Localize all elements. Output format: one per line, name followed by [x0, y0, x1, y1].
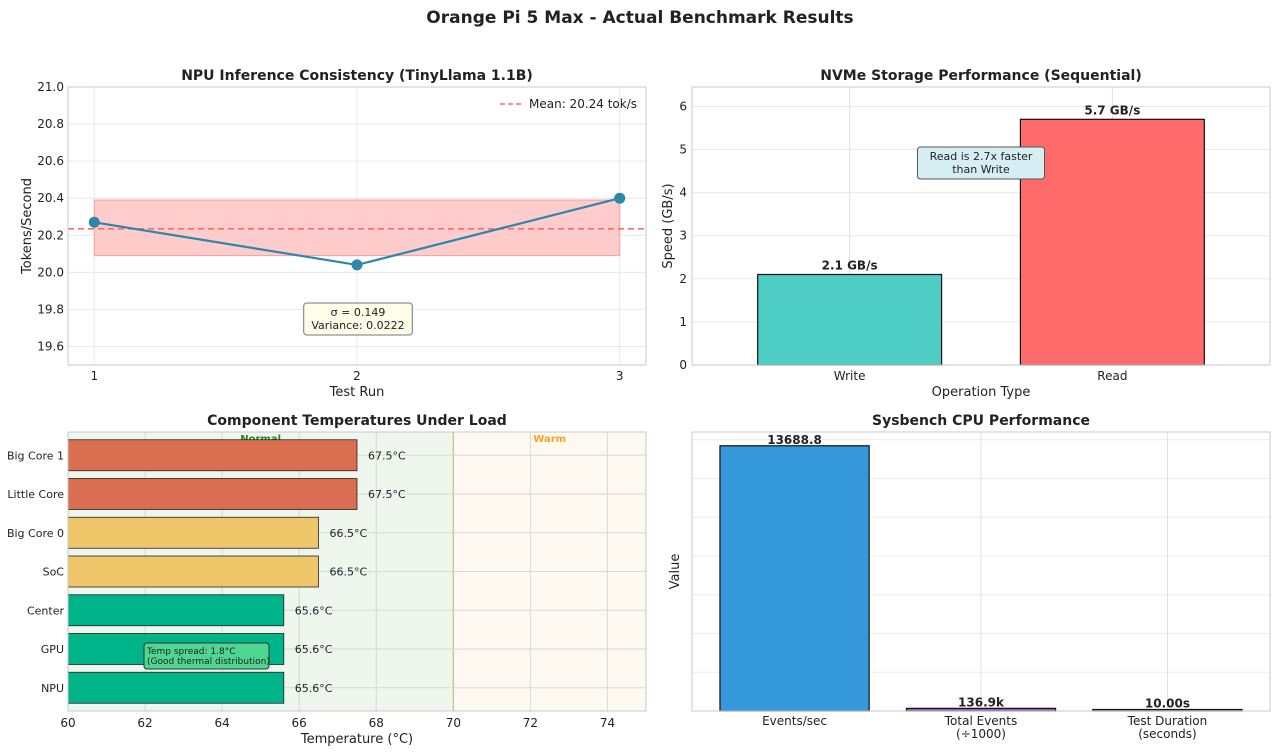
bar-value-label: 67.5°C — [368, 449, 406, 462]
x-tick-label: 60 — [60, 716, 75, 730]
x-tick-label: 1 — [90, 369, 98, 383]
x-tick-label: (seconds) — [1138, 727, 1196, 741]
y-tick-label: GPU — [41, 643, 64, 656]
spread-annotation-box — [143, 642, 270, 670]
x-tick-label: Test Duration — [1127, 714, 1208, 728]
y-tick-label: 5 — [679, 142, 687, 156]
x-tick-label: Events/sec — [762, 714, 827, 728]
x-axis-label: Test Run — [329, 385, 385, 400]
x-tick-label: 62 — [137, 716, 152, 730]
y-axis-label: Tokens/Second — [20, 178, 35, 275]
bar-value-label: 66.5°C — [329, 527, 367, 540]
y-tick-label: Big Core 0 — [7, 527, 64, 540]
y-tick-label: NPU — [41, 682, 64, 695]
y-tick-label: 4 — [679, 186, 687, 200]
spread-annotation-line: Temp spread: 1.8°C — [146, 647, 236, 657]
x-axis-label: Operation Type — [932, 385, 1031, 400]
bar-value-label: 5.7 GB/s — [1084, 103, 1140, 117]
x-tick-label: 74 — [600, 716, 615, 730]
x-tick-label: (÷1000) — [956, 727, 1006, 741]
chart-title: NVMe Storage Performance (Sequential) — [820, 68, 1142, 84]
bar-value-label: 13688.8 — [767, 433, 822, 447]
temperature-bar — [67, 478, 358, 510]
stats-annotation-box — [303, 302, 413, 336]
x-tick-label: 68 — [369, 716, 384, 730]
x-tick-label: 70 — [446, 716, 461, 730]
y-tick-label: 0 — [679, 358, 687, 372]
speed-annotation-line: Read is 2.7x faster — [930, 150, 1033, 163]
bar-value-label: 136.9k — [958, 695, 1005, 709]
y-tick-label: 1 — [679, 315, 687, 329]
bar-value-label: 10.00s — [1145, 697, 1190, 711]
y-tick-label: 20.2 — [37, 228, 64, 242]
component-temperature-chart: Component Temperatures Under LoadNormalW… — [7, 413, 647, 747]
y-axis-label: Value — [668, 554, 683, 590]
data-point — [88, 216, 100, 228]
data-point — [614, 192, 626, 204]
bar-value-label: 66.5°C — [329, 566, 367, 579]
chart-title: Component Temperatures Under Load — [207, 413, 507, 429]
x-tick-label: 72 — [523, 716, 538, 730]
temperature-bar — [67, 671, 285, 704]
temperature-bar — [67, 516, 319, 549]
zone-label: Warm — [533, 434, 566, 445]
figure-title: Orange Pi 5 Max - Actual Benchmark Resul… — [426, 8, 853, 28]
bar-value-label: 65.6°C — [295, 682, 333, 695]
cpu-bar — [719, 445, 870, 712]
bar-write — [757, 273, 943, 366]
temperature-bar — [67, 594, 285, 627]
chart-title: Sysbench CPU Performance — [872, 413, 1090, 429]
sysbench-cpu-chart: Sysbench CPU Performance 13688.8 Events/se… — [668, 413, 1271, 741]
speed-annotation-line: than Write — [952, 163, 1010, 176]
bar-read — [1019, 118, 1205, 366]
y-tick-label: 2 — [679, 272, 687, 286]
y-tick-label: 20.0 — [37, 265, 64, 279]
y-tick-label: 20.8 — [37, 117, 64, 131]
y-tick-label: 20.6 — [37, 154, 64, 168]
plot-frame — [67, 431, 647, 712]
y-tick-label: 6 — [679, 99, 687, 113]
y-tick-label: 19.8 — [37, 302, 64, 316]
x-tick-label: 3 — [616, 369, 624, 383]
bar-value-label: 65.6°C — [295, 604, 333, 617]
y-tick-label: 19.6 — [37, 339, 64, 353]
speed-annotation-box — [916, 146, 1046, 180]
x-tick-label: Read — [1097, 369, 1127, 383]
chart-title: NPU Inference Consistency (TinyLlama 1.1… — [181, 68, 533, 84]
spread-annotation-line: (Good thermal distribution) — [147, 657, 270, 667]
y-axis-label: Speed (GB/s) — [661, 183, 676, 268]
y-tick-label: 20.4 — [37, 191, 64, 205]
x-tick-label: Total Events — [944, 714, 1017, 728]
x-axis-label: Temperature (°C) — [300, 732, 413, 747]
y-tick-label: Big Core 1 — [7, 449, 64, 462]
y-tick-label: Center — [27, 604, 65, 617]
y-tick-label: 21.0 — [37, 80, 64, 94]
y-tick-label: 3 — [679, 229, 687, 243]
bar-value-label: 65.6°C — [295, 643, 333, 656]
plot-frame — [691, 86, 1271, 366]
bar-value-label: 2.1 GB/s — [822, 258, 878, 272]
x-tick-label: 2 — [353, 369, 361, 383]
y-tick-label: SoC — [43, 566, 65, 579]
legend-label: Mean: 20.24 tok/s — [529, 97, 637, 111]
temperature-bar — [67, 555, 319, 588]
nvme-storage-chart: NVMe Storage Performance (Sequential) 0 1 2… — [661, 68, 1271, 400]
plot-frame — [691, 431, 1271, 712]
std-band — [93, 199, 621, 257]
x-tick-label: 66 — [292, 716, 307, 730]
stats-annotation-line: σ = 0.149 — [331, 306, 386, 319]
y-tick-label: Little Core — [7, 488, 64, 501]
data-point — [351, 259, 363, 271]
plot-frame — [67, 86, 647, 366]
stats-annotation-line: Variance: 0.0222 — [311, 319, 404, 332]
x-tick-label: Write — [834, 369, 866, 383]
x-tick-label: 64 — [214, 716, 229, 730]
npu-consistency-chart: NPU Inference Consistency (TinyLlama 1.1… — [20, 68, 647, 400]
temperature-bar — [67, 439, 358, 472]
bar-value-label: 67.5°C — [368, 488, 406, 501]
